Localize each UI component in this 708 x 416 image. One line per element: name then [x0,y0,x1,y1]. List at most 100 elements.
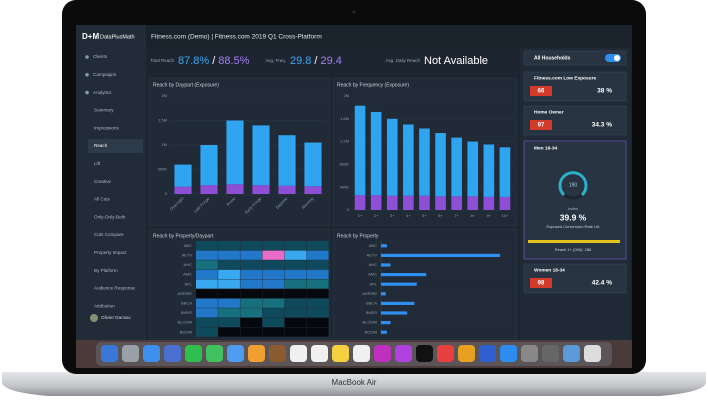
y-tick-label: 1.6M [340,116,349,121]
dock-icon[interactable] [269,345,286,362]
bar [381,253,501,257]
heat-cell [218,241,240,251]
stat-label: Avg. Daily Reach [386,58,421,63]
heat-cell [218,260,240,270]
dock-icon[interactable] [563,345,580,362]
bar-segment [252,185,270,194]
heat-cell [218,269,240,279]
dock-icon[interactable] [101,345,118,362]
heat-cell [284,327,307,337]
heat-cell [196,241,218,251]
nav-item[interactable]: Analytics [93,90,112,95]
nav-item[interactable]: By Platform [94,268,118,273]
dock-icon[interactable] [206,345,223,362]
dock-icon[interactable] [353,345,370,362]
y-tick-label: 500K [158,167,168,172]
stat-primary: 87.8% [178,55,209,67]
x-tick-label: 1+ [358,213,363,218]
heat-cell [262,269,285,279]
heat-cell [240,308,263,318]
dock-icon[interactable] [437,345,454,362]
dock-icon[interactable] [500,345,517,362]
bar-segment [278,185,296,194]
dock-icon[interactable] [311,345,328,362]
bar-segment [499,196,511,210]
stat-primary: Not Available [424,55,488,67]
nav-item[interactable]: Creative [94,179,112,184]
segment-title: Women 18-34 [534,267,565,273]
bar-segment [435,196,446,210]
dock-icon[interactable] [290,345,307,362]
dock-icon[interactable] [332,345,349,362]
nav-item[interactable]: Attribution [94,303,115,308]
heat-cell [240,260,263,270]
dock-icon[interactable] [248,345,265,362]
nav-item[interactable]: Campaigns [93,72,117,77]
stat-value: Not Available [424,55,488,67]
featured-value: 39.9 % [560,212,587,222]
dock-icon[interactable] [479,345,496,362]
toggle-knob [614,55,620,61]
dock-icon[interactable] [584,345,601,362]
heat-cell [284,241,307,251]
dock-icon[interactable] [185,345,202,362]
dock-icon[interactable] [542,345,559,362]
nav-item[interactable]: Audience Response [94,286,136,291]
nav-icon [85,73,89,77]
heat-cell [218,289,240,299]
bar-segment [403,195,414,210]
gauge-arc [558,171,588,197]
y-tick-label: 1M [161,142,167,147]
heat-cell [262,279,285,289]
bar [381,263,391,267]
dock-icon[interactable] [374,345,391,362]
nav-item[interactable]: Property Impact [94,250,127,255]
stat-compare: 29.4 [320,55,341,67]
bar-segment [174,186,192,194]
dock-icon[interactable] [143,345,160,362]
nav-item[interactable]: Reach [94,143,108,148]
dock-icon[interactable] [227,345,244,362]
heat-cell [240,298,263,308]
heat-cell [306,298,329,308]
nav-item[interactable]: Cuts Compare [94,232,124,237]
dock-icon[interactable] [458,345,475,362]
dock-icon[interactable] [395,345,412,362]
x-tick-label: 9+ [487,213,492,218]
stat-compare: 88.5% [218,55,249,67]
dock-icon[interactable] [521,345,538,362]
x-tick-label: Prime [226,195,237,206]
bar-segment [386,195,398,210]
heat-cell [262,241,285,251]
row-label: ASPIRE [362,291,377,296]
bar [381,292,386,296]
stat-separator: / [314,55,318,67]
bar-segment [174,164,192,187]
x-tick-label: 5+ [422,213,427,218]
avatar [90,314,98,322]
row-label: APL [369,281,377,286]
row-label: AMC [183,272,192,277]
dock-icon[interactable] [164,345,181,362]
nav-item[interactable]: Impressions [94,125,119,130]
heat-cell [284,269,307,279]
nav-item[interactable]: Lift [94,161,101,166]
heat-cell [262,327,285,337]
brand: DataPlusMath [100,34,135,40]
dock-icon[interactable] [122,345,139,362]
bar-segment [483,144,495,197]
y-tick-label: 2M [161,93,167,98]
heat-cell [262,289,285,299]
x-tick-label: 3+ [390,213,395,218]
nav-item[interactable]: All Cuts [94,197,111,202]
featured-card[interactable] [523,140,627,260]
y-tick-label: 1.2M [340,139,349,144]
heat-cell [284,298,307,308]
nav-item[interactable]: Only-Only-Both [94,214,126,219]
heat-cell [306,279,329,289]
nav-item[interactable]: Clients [93,54,108,59]
nav-item[interactable]: Summary [94,108,114,113]
bar-segment [403,124,414,196]
dock-icon[interactable] [416,345,433,362]
heat-cell [284,279,307,289]
